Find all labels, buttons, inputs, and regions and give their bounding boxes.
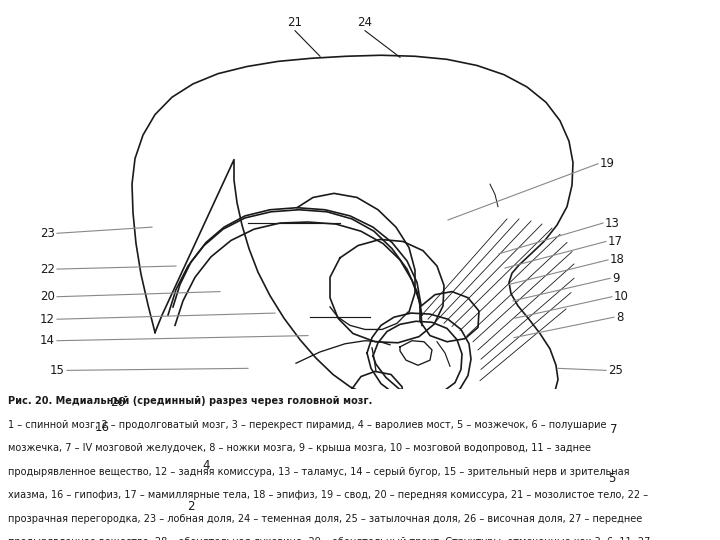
Text: 13: 13 xyxy=(605,217,620,230)
Text: 1 – спинной мозг, 2 – продолговатый мозг, 3 – перекрест пирамид, 4 – варолиев мо: 1 – спинной мозг, 2 – продолговатый мозг… xyxy=(8,420,606,430)
Text: 21: 21 xyxy=(287,16,302,29)
Text: продырявленное вещество, 12 – задняя комиссура, 13 – таламус, 14 – серый бугор, : продырявленное вещество, 12 – задняя ком… xyxy=(8,467,629,477)
Text: Рис. 20. Медиальный (срединный) разрез через головной мозг.: Рис. 20. Медиальный (срединный) разрез ч… xyxy=(8,396,372,407)
Text: 19: 19 xyxy=(600,157,615,170)
Text: 22: 22 xyxy=(40,262,55,275)
Text: 2: 2 xyxy=(187,500,195,513)
Text: 7: 7 xyxy=(610,423,618,436)
Text: мозжечка, 7 – IV мозговой желудочек, 8 – ножки мозга, 9 – крыша мозга, 10 – мозг: мозжечка, 7 – IV мозговой желудочек, 8 –… xyxy=(8,443,591,453)
Text: продырявленное вещество, 28 – обонятельная луковица, 29 – обонятельный тракт. Ст: продырявленное вещество, 28 – обонятельн… xyxy=(8,537,654,540)
Text: 24: 24 xyxy=(358,16,372,29)
Text: 23: 23 xyxy=(40,227,55,240)
Text: 12: 12 xyxy=(40,313,55,326)
Text: 20: 20 xyxy=(40,290,55,303)
Text: 14: 14 xyxy=(40,334,55,347)
Text: 4: 4 xyxy=(202,459,210,472)
Text: 25: 25 xyxy=(608,364,623,377)
Text: 10: 10 xyxy=(614,290,629,303)
Text: прозрачная перегородка, 23 – лобная доля, 24 – теменная доля, 25 – затылочная до: прозрачная перегородка, 23 – лобная доля… xyxy=(8,514,642,524)
Text: 15: 15 xyxy=(50,364,65,377)
Text: 8: 8 xyxy=(616,310,624,323)
Text: 17: 17 xyxy=(608,235,623,248)
Text: 5: 5 xyxy=(608,472,616,485)
Text: 26: 26 xyxy=(110,396,125,409)
Text: 18: 18 xyxy=(610,253,625,266)
Text: 9: 9 xyxy=(612,272,619,285)
Text: хиазма, 16 – гипофиз, 17 – мамиллярные тела, 18 – эпифиз, 19 – свод, 20 – передн: хиазма, 16 – гипофиз, 17 – мамиллярные т… xyxy=(8,490,648,500)
Text: 16: 16 xyxy=(95,421,110,434)
